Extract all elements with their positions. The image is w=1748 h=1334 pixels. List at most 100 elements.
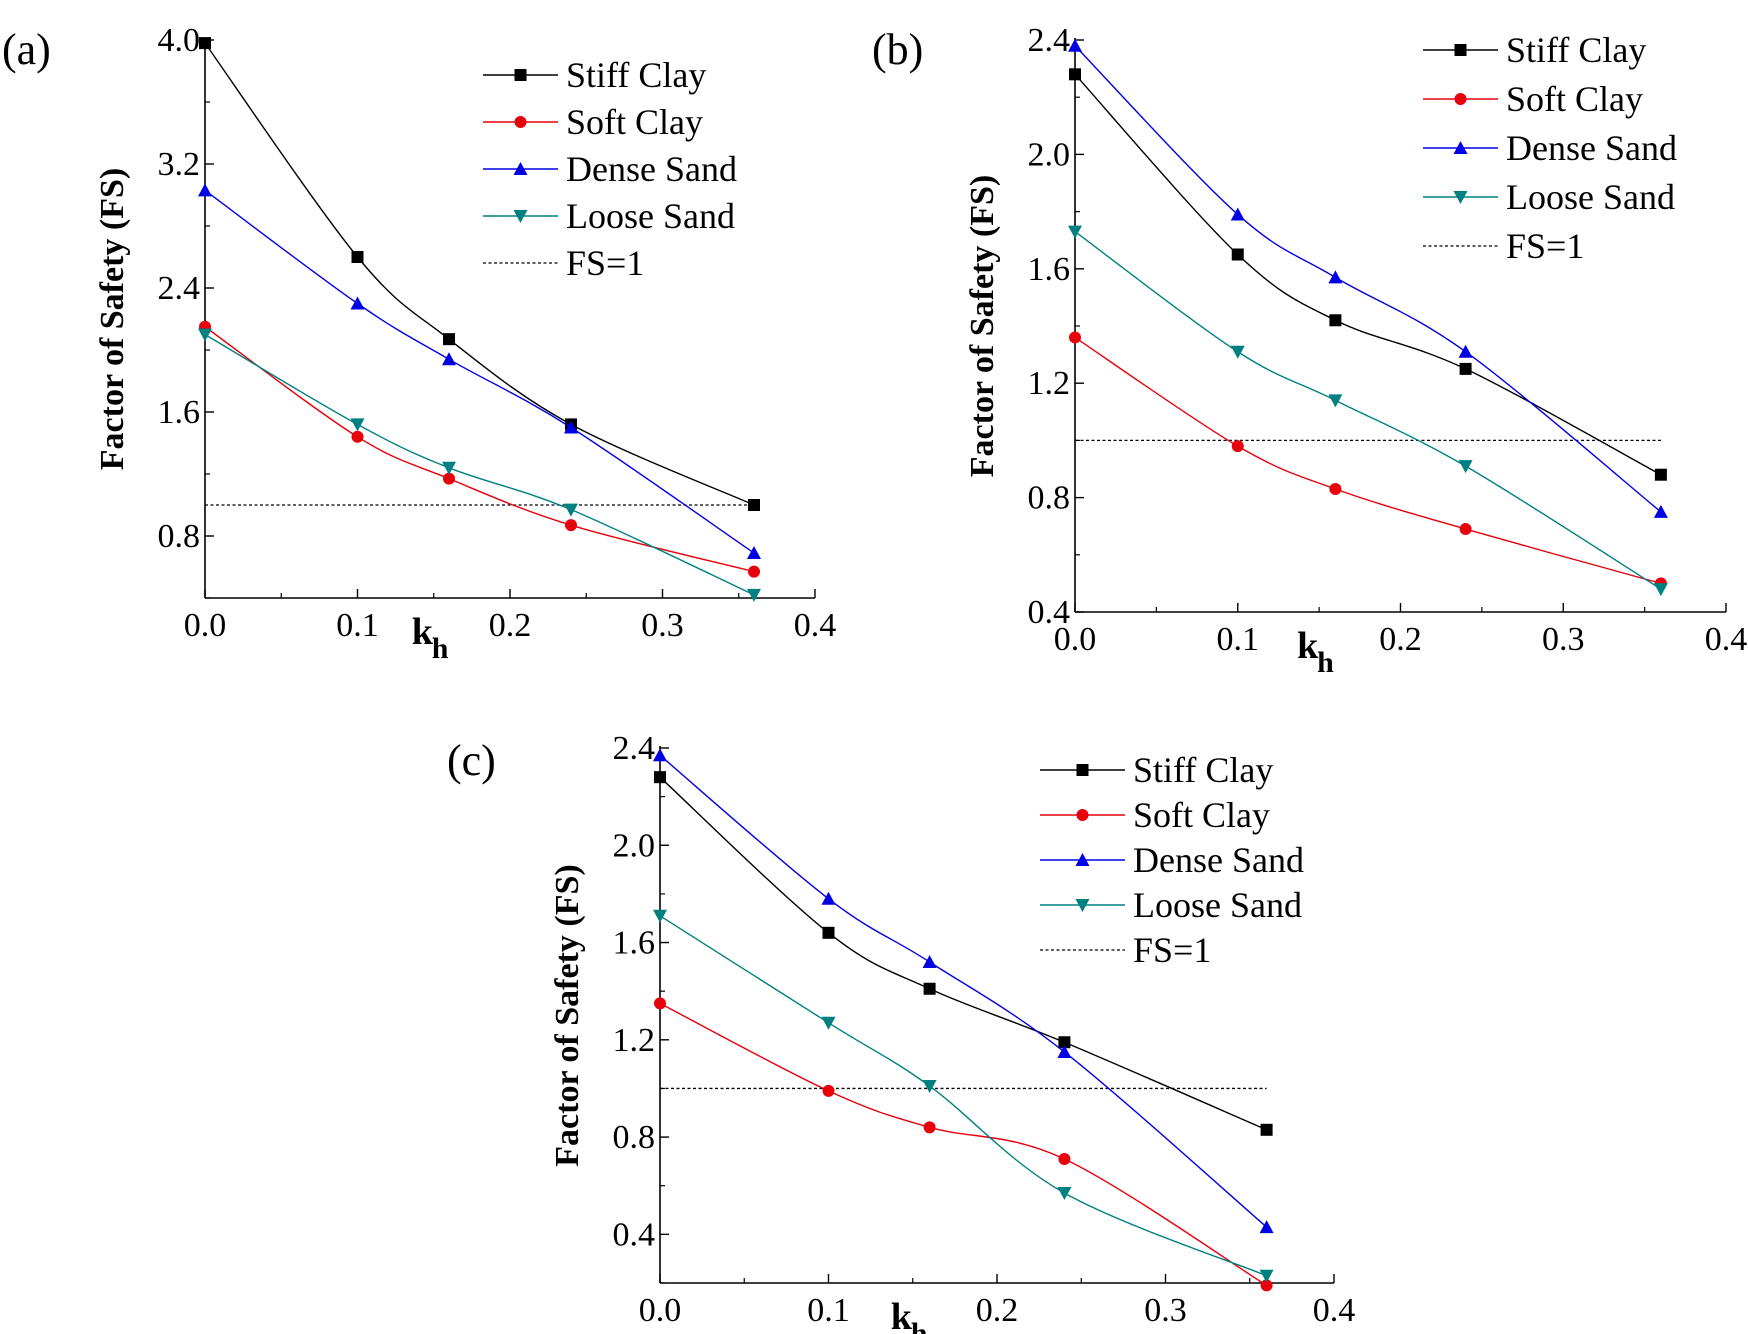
data-point-soft-clay — [1329, 483, 1342, 496]
data-point-dense-sand — [1458, 344, 1473, 358]
data-point-stiff-clay — [822, 926, 835, 939]
series-stiff-clay — [654, 771, 1273, 1136]
legend-item-dense-sand: Dense Sand — [1040, 840, 1304, 880]
data-point-dense-sand — [1057, 1044, 1072, 1058]
x-tick-label: 0.3 — [641, 607, 684, 644]
data-point-dense-sand — [198, 183, 212, 197]
data-point-soft-clay — [654, 997, 666, 1010]
x-axis-title: k — [891, 1296, 913, 1334]
y-tick-label: 3.2 — [158, 146, 201, 183]
y-tick-label: 1.2 — [613, 1022, 656, 1059]
legend-item-loose-sand: Loose Sand — [1423, 177, 1675, 217]
legend-label: Stiff Clay — [1133, 750, 1273, 790]
data-point-soft-clay — [822, 1084, 835, 1097]
legend-marker — [1453, 191, 1468, 204]
data-point-loose-sand — [198, 328, 212, 342]
x-axis-title-subscript: h — [1317, 646, 1334, 679]
x-axis-title: k — [412, 611, 434, 653]
y-axis-title: Factor of Safety (FS) — [964, 175, 1001, 477]
data-point-soft-clay — [1058, 1152, 1071, 1165]
series-line-dense-sand — [204, 189, 755, 554]
data-point-stiff-clay — [1654, 468, 1667, 481]
data-point-soft-clay — [1069, 331, 1081, 344]
data-point-stiff-clay — [1260, 1123, 1273, 1136]
series-dense-sand — [1068, 38, 1668, 518]
data-point-stiff-clay — [351, 251, 364, 263]
data-point-soft-clay — [565, 519, 577, 532]
data-point-soft-clay — [1459, 523, 1472, 536]
chart-panel-c: (c) 0.0 0.1 0.2 0.3 0.4 0.4 0.8 1.2 1.6 2.0 2.4 Fact… — [447, 730, 1355, 1334]
data-point-dense-sand — [821, 891, 836, 905]
legend-item-fs-1: FS=1 — [1423, 226, 1584, 266]
data-point-dense-sand — [1328, 270, 1343, 284]
x-axis-title-subscript: h — [911, 1317, 928, 1334]
x-tick-label: 0.0 — [1054, 621, 1097, 658]
y-tick-label: 2.0 — [613, 827, 656, 864]
legend-label: Soft Clay — [566, 102, 703, 142]
data-point-soft-clay — [1231, 440, 1244, 453]
series-line-dense-sand — [659, 754, 1268, 1228]
data-point-dense-sand — [1068, 38, 1082, 52]
legend-item-loose-sand: Loose Sand — [1040, 885, 1302, 925]
data-point-dense-sand — [1230, 207, 1245, 221]
legend-label: Dense Sand — [566, 149, 737, 189]
data-point-loose-sand — [747, 588, 761, 602]
x-tick-label: 0.4 — [1705, 621, 1748, 658]
y-tick-label: 0.8 — [158, 518, 201, 555]
legend-label: Loose Sand — [1506, 177, 1675, 217]
legend: Stiff Clay Soft Clay Dense Sand Loose Sand F… — [1040, 750, 1304, 970]
data-point-loose-sand — [1230, 345, 1245, 359]
x-tick-label: 0.1 — [1217, 621, 1260, 658]
legend-marker — [1076, 809, 1089, 821]
y-tick-label: 1.2 — [1028, 365, 1071, 402]
series-line-loose-sand — [659, 915, 1267, 1277]
legend-label: Dense Sand — [1506, 128, 1677, 168]
data-point-loose-sand — [564, 503, 578, 517]
legend-label: Soft Clay — [1506, 79, 1643, 119]
legend-marker — [1075, 853, 1090, 866]
data-point-loose-sand — [1057, 1187, 1072, 1201]
legend-item-loose-sand: Loose Sand — [483, 196, 735, 236]
data-point-dense-sand — [1259, 1220, 1274, 1234]
legend-marker — [1453, 141, 1468, 154]
x-tick-label: 0.2 — [1379, 621, 1422, 658]
y-tick-label: 1.6 — [613, 925, 656, 962]
panel-label: (a) — [2, 25, 51, 74]
y-axis-title: Factor of Safety (FS) — [549, 864, 586, 1166]
data-point-loose-sand — [821, 1016, 836, 1030]
y-tick-label: 0.4 — [1028, 594, 1071, 631]
y-tick-label: 0.4 — [613, 1216, 656, 1253]
data-point-loose-sand — [922, 1080, 937, 1094]
data-point-loose-sand — [442, 461, 456, 475]
data-point-stiff-clay — [1069, 68, 1081, 81]
legend-label: FS=1 — [566, 243, 644, 283]
data-point-dense-sand — [653, 748, 667, 762]
legend: Stiff Clay Soft Clay Dense Sand Loose Sand F… — [1423, 30, 1677, 266]
data-point-stiff-clay — [748, 499, 760, 511]
series-loose-sand — [1068, 225, 1668, 597]
x-tick-label: 0.1 — [807, 1292, 850, 1329]
y-tick-label: 2.4 — [613, 730, 656, 767]
legend-item-soft-clay: Soft Clay — [1040, 795, 1270, 835]
y-tick-label: 1.6 — [158, 394, 201, 431]
data-point-stiff-clay — [199, 37, 211, 50]
data-point-dense-sand — [442, 352, 456, 366]
data-point-loose-sand — [1259, 1269, 1274, 1283]
x-axis-title-subscript: h — [432, 632, 449, 665]
chart-panel-b: (b) 0.0 0.1 0.2 0.3 0.4 0.4 0.8 1.2 1.6 2.0 2.4 Fact… — [872, 22, 1747, 679]
data-point-stiff-clay — [443, 333, 455, 346]
x-axis-title: k — [1297, 625, 1319, 667]
x-tick-label: 0.0 — [184, 607, 227, 644]
data-point-dense-sand — [350, 296, 365, 310]
series-stiff-clay — [1069, 68, 1667, 481]
legend-marker — [1454, 93, 1467, 105]
data-point-stiff-clay — [1231, 248, 1244, 261]
data-point-loose-sand — [1458, 460, 1473, 474]
legend-label: Stiff Clay — [1506, 30, 1646, 70]
x-tick-label: 0.2 — [489, 607, 532, 644]
data-point-loose-sand — [1653, 583, 1668, 597]
series-dense-sand — [653, 748, 1274, 1234]
panel-label: (c) — [447, 736, 496, 785]
series-line-loose-sand — [204, 333, 755, 596]
